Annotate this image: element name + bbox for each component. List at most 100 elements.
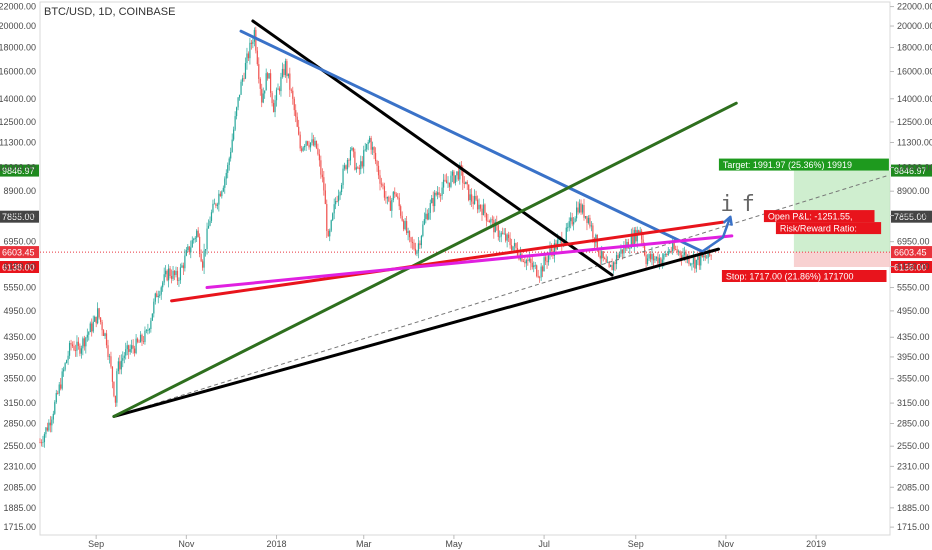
candle-body-1 bbox=[40, 442, 43, 444]
candle-body-269 bbox=[437, 192, 439, 195]
candle-body-263 bbox=[428, 212, 430, 220]
candle-body-13 bbox=[58, 384, 60, 394]
candle-body-179 bbox=[304, 145, 306, 148]
candle-body-88 bbox=[169, 268, 171, 277]
candle-body-289 bbox=[466, 181, 468, 185]
candle-body-255 bbox=[416, 251, 418, 254]
candle-body-346 bbox=[550, 248, 553, 251]
y-tick-left-11: 6150.00 bbox=[3, 262, 36, 272]
candle-body-135 bbox=[238, 94, 241, 98]
y-tick-right-2: 18000.00 bbox=[897, 43, 932, 53]
candle-body-101 bbox=[188, 246, 190, 253]
candle-body-272 bbox=[441, 187, 443, 196]
candle-body-428 bbox=[672, 243, 674, 252]
candle-body-17 bbox=[64, 363, 66, 370]
candle-body-131 bbox=[233, 129, 235, 140]
candle-body-9 bbox=[52, 413, 54, 420]
candle-body-122 bbox=[219, 193, 221, 197]
candle-body-411 bbox=[646, 258, 649, 265]
projection-arrow bbox=[701, 216, 732, 253]
candle-body-55 bbox=[120, 360, 122, 370]
candle-body-204 bbox=[340, 185, 343, 193]
candle-body-125 bbox=[224, 178, 226, 188]
candle-body-54 bbox=[119, 361, 121, 370]
candle-body-415 bbox=[652, 253, 655, 261]
y-tick-left-7: 10000.00 bbox=[0, 162, 36, 172]
y-tick-right-12: 5550.00 bbox=[897, 283, 930, 293]
candle-body-214 bbox=[355, 167, 357, 170]
candle-body-232 bbox=[382, 184, 384, 187]
candle-body-52 bbox=[116, 371, 118, 403]
y-tick-left-13: 4950.00 bbox=[3, 306, 36, 316]
candle-body-256 bbox=[417, 243, 420, 252]
candle-body-313 bbox=[502, 232, 504, 234]
candle-body-191 bbox=[321, 174, 323, 178]
candle-body-117 bbox=[212, 203, 214, 213]
candle-body-306 bbox=[491, 219, 493, 221]
candle-body-104 bbox=[193, 238, 195, 241]
candle-body-305 bbox=[490, 219, 492, 223]
candle-body-70 bbox=[142, 341, 145, 343]
candle-body-90 bbox=[172, 270, 174, 279]
candle-body-189 bbox=[318, 154, 320, 161]
candle-body-366 bbox=[580, 203, 582, 213]
candle-body-251 bbox=[410, 237, 412, 242]
candle-body-249 bbox=[407, 231, 409, 234]
candle-body-219 bbox=[363, 150, 365, 167]
candle-body-340 bbox=[542, 266, 544, 272]
candle-body-327 bbox=[522, 261, 524, 263]
candle-body-73 bbox=[147, 330, 149, 331]
candle-body-146 bbox=[255, 29, 257, 51]
y-tick-right-0: 22000.00 bbox=[897, 2, 932, 12]
candle-body-41 bbox=[100, 317, 102, 323]
candle-body-278 bbox=[450, 175, 452, 187]
note-if: if bbox=[720, 192, 763, 217]
pnl-label-bg bbox=[763, 210, 875, 223]
candle-body-140 bbox=[246, 53, 248, 63]
candle-body-182 bbox=[308, 144, 310, 148]
candle-body-98 bbox=[184, 255, 186, 269]
candle-body-164 bbox=[281, 68, 284, 77]
candle-body-432 bbox=[678, 251, 680, 253]
candle-body-218 bbox=[361, 161, 363, 167]
y-tick-left-1: 20000.00 bbox=[0, 21, 36, 31]
candle-body-311 bbox=[499, 236, 501, 238]
candle-body-290 bbox=[468, 184, 470, 201]
candle-body-246 bbox=[403, 220, 405, 230]
candle-body-271 bbox=[440, 195, 442, 196]
candle-body-28 bbox=[80, 348, 82, 354]
candle-body-292 bbox=[471, 194, 473, 202]
candle-body-412 bbox=[648, 254, 650, 259]
candle-body-345 bbox=[549, 248, 551, 256]
candle-body-67 bbox=[138, 341, 140, 343]
right-tag-bg-3 bbox=[891, 260, 932, 273]
candle-body-150 bbox=[261, 88, 263, 103]
candle-body-287 bbox=[463, 182, 465, 185]
candle-body-208 bbox=[346, 159, 349, 170]
plot-frame bbox=[39, 1, 891, 536]
candle-body-243 bbox=[398, 197, 400, 207]
candle-body-264 bbox=[429, 203, 431, 213]
candle-body-210 bbox=[349, 150, 352, 161]
candle-body-22 bbox=[71, 344, 74, 347]
candle-body-399 bbox=[629, 248, 631, 249]
y-tick-right-4: 14000.00 bbox=[897, 94, 932, 104]
candle-body-321 bbox=[513, 243, 516, 247]
candle-body-185 bbox=[312, 139, 315, 146]
candle-body-153 bbox=[265, 73, 267, 91]
y-tick-left-5: 12500.00 bbox=[0, 117, 36, 127]
candle-body-361 bbox=[573, 221, 575, 225]
candle-body-388 bbox=[612, 262, 615, 271]
candle-body-194 bbox=[326, 204, 328, 231]
candle-body-86 bbox=[166, 270, 168, 281]
candle-body-334 bbox=[533, 265, 535, 268]
trendlines[interactable]: if bbox=[112, 19, 888, 418]
candle-body-410 bbox=[645, 255, 647, 265]
candle-body-416 bbox=[654, 258, 656, 261]
candle-body-18 bbox=[66, 360, 68, 364]
candle-body-66 bbox=[136, 338, 139, 342]
candle-body-187 bbox=[315, 140, 318, 149]
candle-body-24 bbox=[74, 350, 77, 351]
candle-body-226 bbox=[373, 147, 375, 153]
